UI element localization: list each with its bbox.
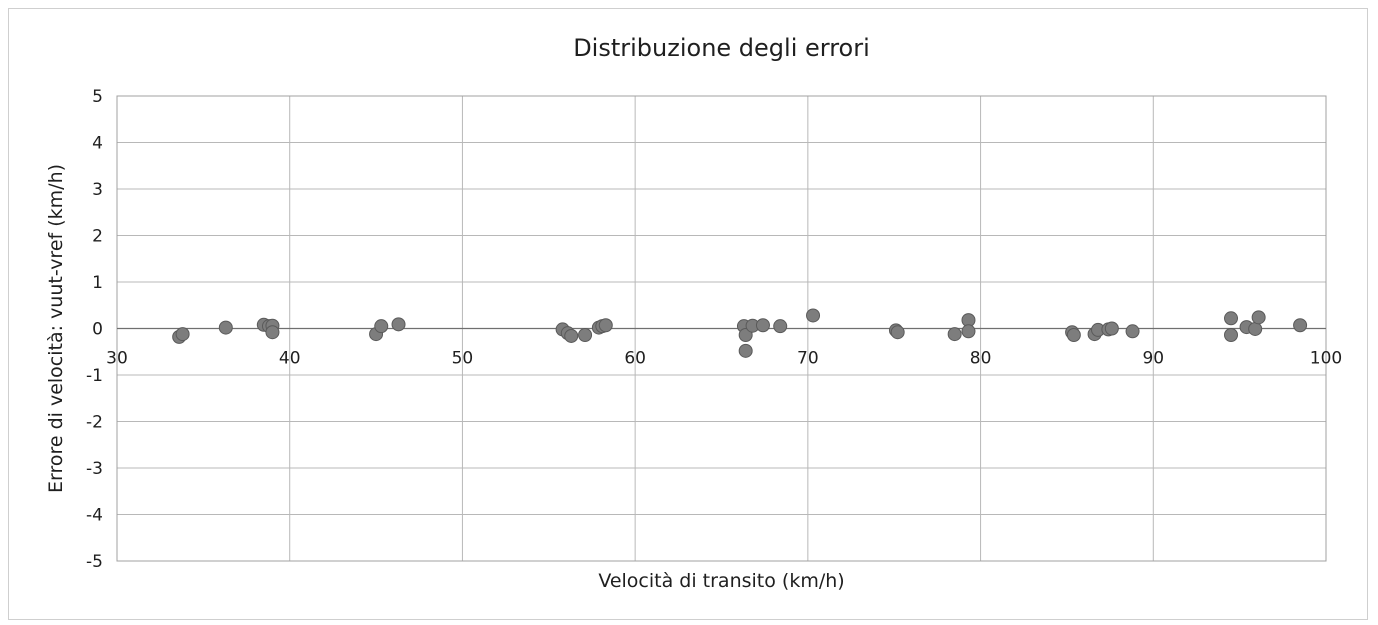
x-tick-label: 50 <box>452 349 474 369</box>
y-tick-label: 5 <box>92 87 103 107</box>
y-tick-label: -4 <box>86 506 103 526</box>
y-tick-label: 1 <box>92 273 103 293</box>
data-point <box>961 324 976 339</box>
y-tick-label: -3 <box>86 459 103 479</box>
data-point <box>738 328 753 343</box>
y-tick-label: 0 <box>92 320 103 340</box>
data-point <box>1251 310 1266 325</box>
data-point <box>1293 318 1308 333</box>
data-point <box>1125 324 1140 339</box>
data-point <box>1224 311 1239 326</box>
x-tick-label: 30 <box>106 349 128 369</box>
y-tick-label: -5 <box>86 552 103 572</box>
data-point <box>564 328 579 343</box>
chart-frame <box>8 8 1368 620</box>
data-point <box>391 317 406 332</box>
data-point <box>947 327 962 342</box>
x-tick-label: 80 <box>970 349 992 369</box>
y-tick-labels: -5 -4 -3 -2 -1 0 1 2 3 4 5 <box>86 87 103 572</box>
data-point <box>890 325 905 340</box>
y-tick-label: -2 <box>86 413 103 433</box>
data-point <box>755 318 770 333</box>
data-point <box>598 318 613 333</box>
data-point <box>1224 328 1239 343</box>
data-point <box>218 320 233 335</box>
x-axis-title: Velocità di transito (km/h) <box>598 570 844 592</box>
chart-title: Distribuzione degli errori <box>573 34 870 62</box>
x-tick-labels: 30 40 50 60 70 80 90 100 <box>106 349 1342 369</box>
data-point <box>773 319 788 334</box>
data-point <box>374 319 389 334</box>
data-point <box>738 343 753 358</box>
data-point <box>265 325 280 340</box>
y-tick-label: 2 <box>92 227 103 247</box>
y-axis-title: Errore di velocità: vuut-vref (km/h) <box>45 164 67 493</box>
x-tick-label: 60 <box>624 349 646 369</box>
data-points <box>172 308 1308 358</box>
x-tick-label: 100 <box>1310 349 1342 369</box>
y-tick-label: -1 <box>86 366 103 386</box>
data-point <box>175 327 190 342</box>
x-tick-label: 70 <box>797 349 819 369</box>
x-tick-label: 40 <box>279 349 301 369</box>
data-point <box>578 328 593 343</box>
x-tick-label: 90 <box>1142 349 1164 369</box>
data-point <box>806 308 821 323</box>
y-tick-label: 3 <box>92 180 103 200</box>
data-point <box>1066 328 1081 343</box>
y-tick-label: 4 <box>92 134 103 154</box>
data-point <box>1248 321 1263 336</box>
data-point <box>1104 321 1119 336</box>
